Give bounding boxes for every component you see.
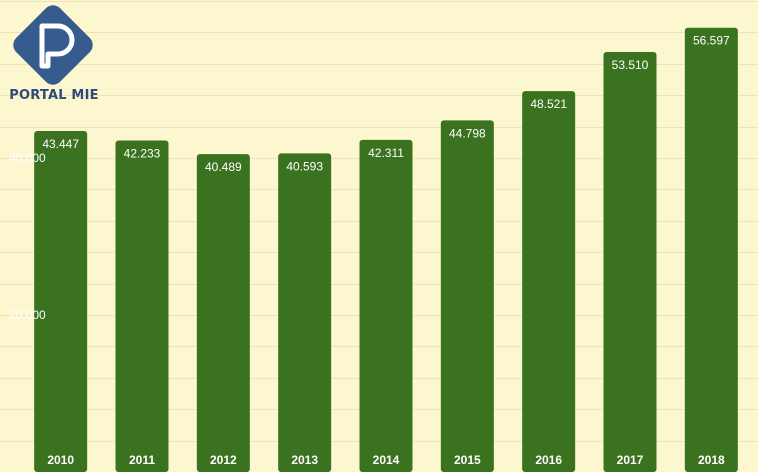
bar xyxy=(115,140,169,472)
bar xyxy=(196,154,250,472)
bar xyxy=(440,120,494,472)
data-label: 56.597 xyxy=(693,34,730,48)
x-tick-label: 2015 xyxy=(454,453,481,467)
x-tick-label: 2013 xyxy=(291,453,318,467)
data-label: 48.521 xyxy=(530,97,567,111)
x-tick-label: 2014 xyxy=(373,453,400,467)
data-label: 42.233 xyxy=(124,146,161,160)
bar xyxy=(278,153,332,472)
x-tick-label: 2018 xyxy=(698,453,725,467)
portal-mie-logo: PORTAL MIE xyxy=(6,4,102,104)
y-tick-label: 40.000 xyxy=(9,151,46,165)
data-label: 40.593 xyxy=(286,159,323,173)
x-tick-label: 2011 xyxy=(129,453,155,467)
bar xyxy=(684,27,738,472)
bar xyxy=(603,51,657,472)
x-tick-label: 2016 xyxy=(535,453,562,467)
bar xyxy=(522,91,576,472)
data-label: 53.510 xyxy=(612,58,649,72)
bar xyxy=(359,139,413,472)
bar xyxy=(34,130,88,472)
portal-mie-logo-icon xyxy=(13,5,93,85)
x-tick-label: 2017 xyxy=(617,453,644,467)
x-tick-label: 2012 xyxy=(210,453,237,467)
x-tick-label: 2010 xyxy=(47,453,74,467)
data-label: 40.489 xyxy=(205,160,242,174)
y-tick-label: 20.000 xyxy=(9,308,46,322)
data-label: 43.447 xyxy=(42,137,79,151)
data-label: 42.311 xyxy=(368,146,404,160)
portal-mie-logo-text: PORTAL MIE xyxy=(9,88,99,103)
data-label: 44.798 xyxy=(449,126,486,140)
